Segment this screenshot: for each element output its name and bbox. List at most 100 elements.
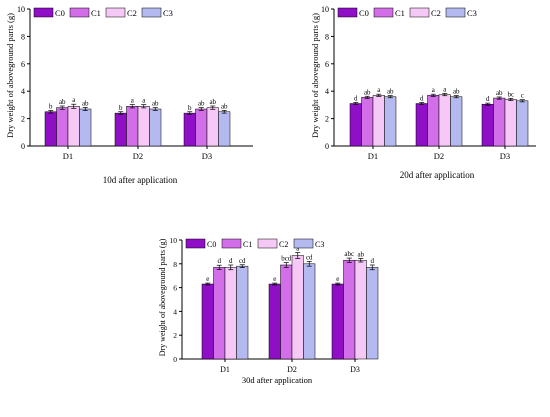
legend-label-C3: C3: [315, 240, 324, 249]
x-tick-label: D3: [350, 365, 360, 374]
y-tick-label: 10: [170, 236, 178, 245]
bar-C3-D2: [303, 263, 316, 360]
significance-letter: a: [296, 244, 300, 252]
significance-letter: ab: [387, 88, 394, 96]
panel-title: 20d after application: [400, 170, 475, 180]
bar-C2-D2: [137, 106, 150, 147]
bar-C1-D3: [343, 259, 356, 360]
x-tick-label: D2: [133, 151, 143, 161]
legend-label-C1: C1: [243, 240, 252, 249]
x-tick-label: D2: [434, 151, 444, 161]
y-tick-label: 4: [21, 87, 25, 96]
bar-C2-D1: [67, 106, 80, 147]
legend-label-C3: C3: [467, 8, 477, 18]
legend: C0 C1 C2 C3: [185, 238, 324, 249]
legend-swatch-C0: [33, 7, 54, 18]
bar-C0-D2: [415, 103, 428, 147]
legend-swatch-C2: [105, 7, 126, 18]
legend-label-C2: C2: [127, 8, 137, 18]
y-tick-label: 6: [325, 60, 329, 69]
bar-C0-D3: [481, 103, 494, 147]
panel-title: 30d after application: [242, 375, 313, 385]
y-tick-label: 8: [173, 260, 177, 269]
x-tick-label: D1: [63, 151, 73, 161]
x-tick-label: D2: [287, 365, 297, 374]
bar-C1-D1: [361, 97, 374, 147]
legend-swatch-C2: [409, 7, 430, 18]
significance-letter: b: [119, 104, 123, 112]
bar-C2-D3: [354, 259, 367, 360]
significance-letter: d: [218, 257, 222, 265]
y-axis-title: Dry weight of aboveground parts (g): [158, 238, 167, 356]
legend: C0 C1 C2 C3: [337, 7, 477, 18]
y-axis-title: Dry weight of aboveground parts (g): [5, 13, 15, 138]
y-tick-label: 2: [325, 115, 329, 124]
bar-C3-D3: [218, 111, 231, 147]
significance-letter: b: [188, 104, 192, 112]
bar-C0-D2: [268, 283, 281, 360]
legend-label-C3: C3: [163, 8, 173, 18]
bar-C2-D2: [291, 255, 304, 360]
significance-letter: a: [443, 86, 447, 94]
significance-letter: a: [142, 97, 146, 105]
significance-letter: e: [273, 275, 276, 283]
significance-letter: d: [354, 94, 358, 102]
significance-letter: bcd: [281, 255, 292, 263]
significance-letter: e: [206, 275, 209, 283]
legend-label-C2: C2: [431, 8, 441, 18]
y-tick-label: 0: [173, 355, 177, 364]
significance-letter: d: [420, 94, 424, 102]
bar-C2-D3: [504, 99, 517, 147]
y-tick-label: 8: [325, 32, 329, 41]
bar-C3-D3: [366, 267, 379, 360]
y-tick-label: 4: [173, 307, 177, 316]
significance-letter: d: [486, 95, 490, 103]
significance-letter: ab: [82, 99, 89, 107]
bar-C0-D1: [201, 283, 214, 360]
significance-letter: a: [377, 86, 381, 94]
significance-letter: bc: [507, 90, 514, 98]
legend-swatch-C0: [185, 238, 206, 249]
significance-letter: ab: [357, 250, 364, 258]
bar-C3-D3: [516, 100, 529, 147]
significance-letter: cd: [239, 257, 246, 265]
x-tick-label: D3: [500, 151, 510, 161]
significance-letter: ab: [59, 98, 66, 106]
significance-letter: abc: [344, 250, 354, 258]
bar-C1-D1: [213, 267, 226, 360]
significance-letter: ab: [496, 89, 503, 97]
bar-C3-D2: [149, 108, 162, 147]
bar-C0-D1: [44, 111, 57, 147]
y-tick-label: 0: [325, 142, 329, 151]
legend-swatch-C3: [293, 238, 314, 249]
legend-label-C0: C0: [359, 8, 369, 18]
legend-label-C0: C0: [207, 240, 216, 249]
legend-label-C0: C0: [55, 8, 65, 18]
legend-label-C2: C2: [279, 240, 288, 249]
legend-swatch-C1: [221, 238, 242, 249]
y-tick-label: 8: [21, 32, 25, 41]
y-tick-label: 6: [173, 284, 177, 293]
bar-C0-D3: [331, 283, 344, 360]
y-tick-label: 6: [21, 60, 25, 69]
bar-C2-D1: [224, 267, 237, 360]
bar-C1-D2: [427, 95, 440, 147]
legend-swatch-C0: [337, 7, 358, 18]
bar-C1-D2: [126, 106, 139, 147]
significance-letter: ab: [453, 88, 460, 96]
x-tick-label: D1: [220, 365, 230, 374]
bar-C3-D1: [384, 96, 397, 147]
legend-swatch-C3: [141, 7, 162, 18]
legend-label-C1: C1: [91, 8, 101, 18]
significance-letter: ab: [209, 98, 216, 106]
legend: C0 C1 C2 C3: [33, 7, 173, 18]
significance-letter: ab: [221, 102, 228, 110]
bar-C0-D1: [349, 103, 362, 147]
bar-C1-D3: [195, 108, 208, 147]
bar-C2-D2: [438, 94, 451, 147]
y-tick-label: 10: [17, 5, 25, 14]
x-tick-label: D1: [368, 151, 378, 161]
